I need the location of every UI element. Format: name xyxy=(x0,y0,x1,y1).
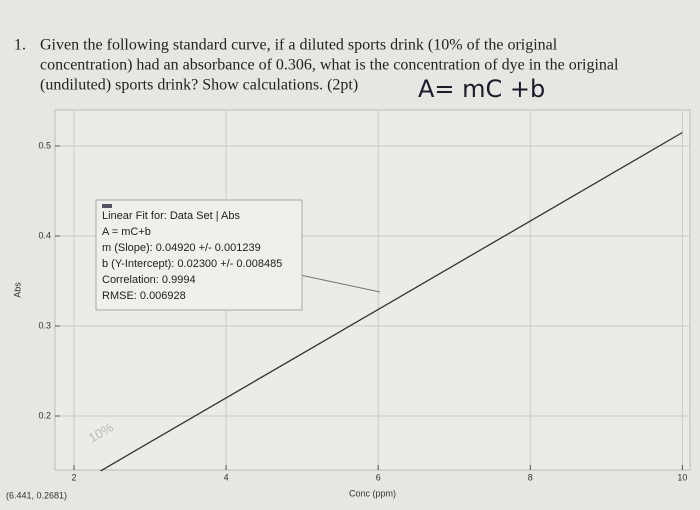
cursor-readout: (6.441, 0.2681) xyxy=(6,490,67,500)
y-axis-label: Abs xyxy=(12,282,22,298)
fit-box-line: Linear Fit for: Data Set | Abs xyxy=(102,210,240,222)
fit-line xyxy=(100,131,683,472)
x-axis-label: Conc (ppm) xyxy=(349,488,396,498)
fit-box-line: b (Y-Intercept): 0.02300 +/- 0.008485 xyxy=(102,258,282,270)
y-tick-label: 0.2 xyxy=(38,410,51,420)
y-tick-label: 0.3 xyxy=(38,320,51,330)
fit-box-line: RMSE: 0.006928 xyxy=(102,290,186,302)
x-tick-label: 2 xyxy=(72,472,77,482)
question-line: Given the following standard curve, if a… xyxy=(40,37,558,54)
fit-box xyxy=(95,199,303,311)
x-tick-label: 4 xyxy=(224,472,229,482)
x-tick-label: 8 xyxy=(528,472,533,482)
handwritten-formula: A= mC +b xyxy=(418,75,545,103)
question-line: (undiluted) sports drink? Show calculati… xyxy=(40,77,358,94)
fit-box-line: Correlation: 0.9994 xyxy=(102,274,196,286)
box-connector xyxy=(299,274,381,293)
question-line: concentration) had an absorbance of 0.30… xyxy=(40,57,619,74)
x-tick-label: 6 xyxy=(376,472,381,482)
y-tick-label: 0.5 xyxy=(38,140,51,150)
y-tick-label: 0.4 xyxy=(38,230,51,240)
question-number: 1. xyxy=(14,37,26,54)
box-icon xyxy=(102,204,112,208)
x-tick-label: 10 xyxy=(677,472,687,482)
fit-box-line: m (Slope): 0.04920 +/- 0.001239 xyxy=(102,242,261,254)
fit-box-line: A = mC+b xyxy=(102,226,151,238)
